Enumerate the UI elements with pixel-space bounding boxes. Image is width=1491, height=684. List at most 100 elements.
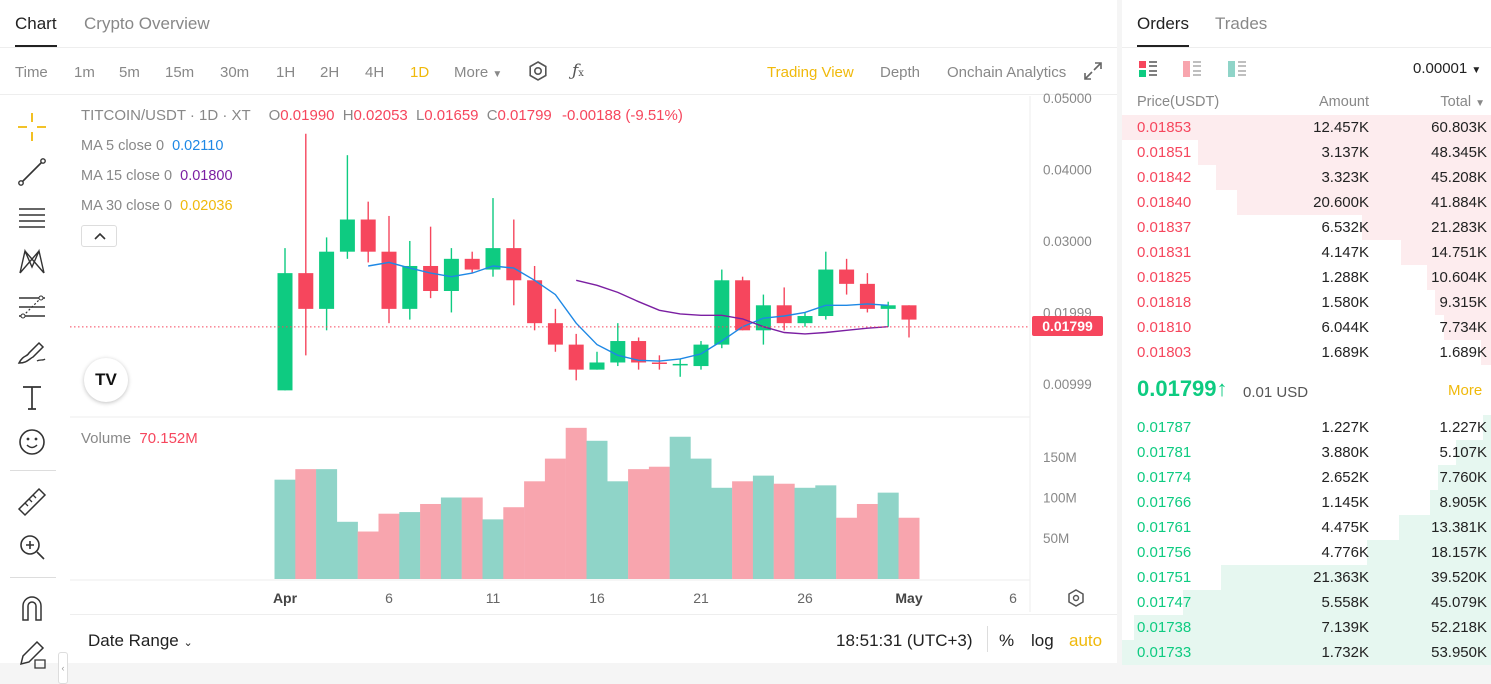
high-label: H: [342, 107, 354, 124]
ask-row[interactable]: 0.01853 12.457K 60.803K: [1122, 115, 1491, 140]
precision-dropdown[interactable]: 0.00001 ▼: [1413, 60, 1481, 77]
ask-depth-bar: [1435, 290, 1491, 315]
header-total[interactable]: Total ▼: [1440, 94, 1485, 110]
ask-row[interactable]: 0.01842 3.323K 45.208K: [1122, 165, 1491, 190]
ma15-line: [576, 279, 889, 335]
candle-body: [547, 323, 563, 345]
clock-timezone[interactable]: 18:51:31 (UTC+3): [836, 631, 973, 650]
axis-settings-icon[interactable]: [1068, 589, 1084, 607]
interval-1m[interactable]: 1m: [74, 64, 95, 81]
tradingview-logo[interactable]: TV: [84, 358, 128, 402]
brush-icon[interactable]: [15, 335, 49, 369]
settings-icon[interactable]: [527, 60, 549, 82]
tab-chart[interactable]: Chart: [15, 14, 57, 47]
bid-depth-bar: [1183, 590, 1491, 615]
axis-settings-icon-center: [1072, 594, 1080, 602]
interval-2h[interactable]: 2H: [320, 64, 340, 81]
bid-row[interactable]: 0.01751 21.363K 39.520K: [1122, 565, 1491, 590]
legend-collapse-button[interactable]: [81, 225, 117, 247]
auto-scale-toggle[interactable]: auto: [1069, 631, 1103, 650]
interval-4h[interactable]: 4H: [365, 64, 385, 81]
ask-row[interactable]: 0.01810 6.044K 7.734K: [1122, 315, 1491, 340]
date-range-dropdown[interactable]: Date Range ⌄: [88, 631, 193, 651]
volume-bar: [628, 469, 650, 579]
symbol-label: TITCOIN/USDT · 1D · XT: [81, 107, 251, 124]
bid-amount: 1.227K: [1321, 419, 1369, 436]
interval-1h[interactable]: 1H: [276, 64, 296, 81]
fib-retracement-icon[interactable]: [15, 290, 49, 324]
ask-row[interactable]: 0.01818 1.580K 9.315K: [1122, 290, 1491, 315]
interval-time[interactable]: Time: [15, 64, 48, 81]
indicators-fx-icon[interactable]: ƒx: [572, 61, 584, 81]
ask-row[interactable]: 0.01803 1.689K 1.689K: [1122, 340, 1491, 365]
fullscreen-icon[interactable]: [1082, 60, 1104, 82]
ruler-icon[interactable]: [15, 485, 49, 519]
candle-body: [818, 269, 834, 317]
tab-crypto-overview[interactable]: Crypto Overview: [84, 14, 210, 33]
bid-row[interactable]: 0.01756 4.776K 18.157K: [1122, 540, 1491, 565]
magnet-icon[interactable]: [15, 592, 49, 626]
bid-row[interactable]: 0.01766 1.145K 8.905K: [1122, 490, 1491, 515]
volume-bar: [898, 517, 920, 579]
ask-amount: 1.689K: [1321, 344, 1369, 361]
bid-row[interactable]: 0.01774 2.652K 7.760K: [1122, 465, 1491, 490]
tab-trades[interactable]: Trades: [1215, 14, 1268, 33]
lock-drawing-icon[interactable]: [15, 636, 49, 670]
bid-price: 0.01747: [1137, 594, 1192, 611]
ask-depth-bar: [1444, 315, 1491, 340]
horizontal-lines-icon[interactable]: [15, 200, 49, 234]
ma5-legend[interactable]: MA 5 close 0 0.02110: [81, 138, 223, 154]
ask-amount: 1.580K: [1321, 294, 1369, 311]
orderbook-both-view-icon[interactable]: [1137, 58, 1159, 80]
more-link[interactable]: More: [1448, 382, 1483, 399]
ask-price: 0.01825: [1137, 269, 1192, 286]
caret-down-icon: ▼: [1475, 98, 1485, 109]
ask-row[interactable]: 0.01840 20.600K 41.884K: [1122, 190, 1491, 215]
ma30-legend[interactable]: MA 30 close 0 0.02036: [81, 198, 233, 214]
bid-row[interactable]: 0.01738 7.139K 52.218K: [1122, 615, 1491, 640]
volume-bar: [607, 481, 629, 579]
interval-5m[interactable]: 5m: [119, 64, 140, 81]
volume-bar: [877, 492, 899, 579]
log-scale-toggle[interactable]: log: [1031, 631, 1054, 650]
trend-line-icon[interactable]: [15, 155, 49, 189]
candlestick-chart[interactable]: 0.050000.040000.030000.019990.00999150M1…: [0, 0, 1117, 663]
interval-30m[interactable]: 30m: [220, 64, 250, 81]
price-axis-label: 0.00999: [1043, 377, 1092, 392]
bid-row[interactable]: 0.01781 3.880K 5.107K: [1122, 440, 1491, 465]
crosshair-icon[interactable]: [15, 110, 49, 144]
ask-row[interactable]: 0.01831 4.147K 14.751K: [1122, 240, 1491, 265]
ma30-value: 0.02036: [180, 198, 233, 214]
zoom-in-icon[interactable]: [15, 530, 49, 564]
bid-row[interactable]: 0.01761 4.475K 13.381K: [1122, 515, 1491, 540]
interval-15m[interactable]: 15m: [165, 64, 195, 81]
volume-axis-label: 100M: [1043, 491, 1077, 506]
orderbook-bids-view-icon[interactable]: [1226, 58, 1248, 80]
ma15-value: 0.01800: [180, 168, 233, 184]
view-depth[interactable]: Depth: [880, 64, 921, 81]
percent-scale-toggle[interactable]: %: [999, 631, 1015, 650]
text-tool-icon[interactable]: [15, 380, 49, 414]
bid-row[interactable]: 0.01733 1.732K 53.950K: [1122, 640, 1491, 665]
more-intervals-dropdown[interactable]: More ▼: [454, 64, 502, 81]
interval-1d[interactable]: 1D: [410, 64, 430, 81]
ask-total: 60.803K: [1431, 119, 1487, 136]
volume-bar: [378, 513, 400, 579]
view-onchain-analytics[interactable]: Onchain Analytics: [947, 64, 1067, 81]
orderbook-asks-view-icon[interactable]: [1181, 58, 1203, 80]
ask-row[interactable]: 0.01825 1.288K 10.604K: [1122, 265, 1491, 290]
ask-price: 0.01840: [1137, 194, 1192, 211]
tab-orders[interactable]: Orders: [1137, 14, 1189, 47]
bid-row[interactable]: 0.01747 5.558K 45.079K: [1122, 590, 1491, 615]
emoji-icon[interactable]: [15, 425, 49, 459]
ask-amount: 6.532K: [1321, 219, 1369, 236]
pattern-icon[interactable]: [15, 245, 49, 279]
volume-bar: [586, 440, 608, 579]
change-value: -0.00188 (-9.51%): [561, 107, 683, 124]
ask-row[interactable]: 0.01851 3.137K 48.345K: [1122, 140, 1491, 165]
bid-row[interactable]: 0.01787 1.227K 1.227K: [1122, 415, 1491, 440]
ma15-legend[interactable]: MA 15 close 0 0.01800: [81, 168, 233, 184]
ask-row[interactable]: 0.01837 6.532K 21.283K: [1122, 215, 1491, 240]
view-trading-view[interactable]: Trading View: [767, 64, 854, 81]
ask-amount: 1.288K: [1321, 269, 1369, 286]
